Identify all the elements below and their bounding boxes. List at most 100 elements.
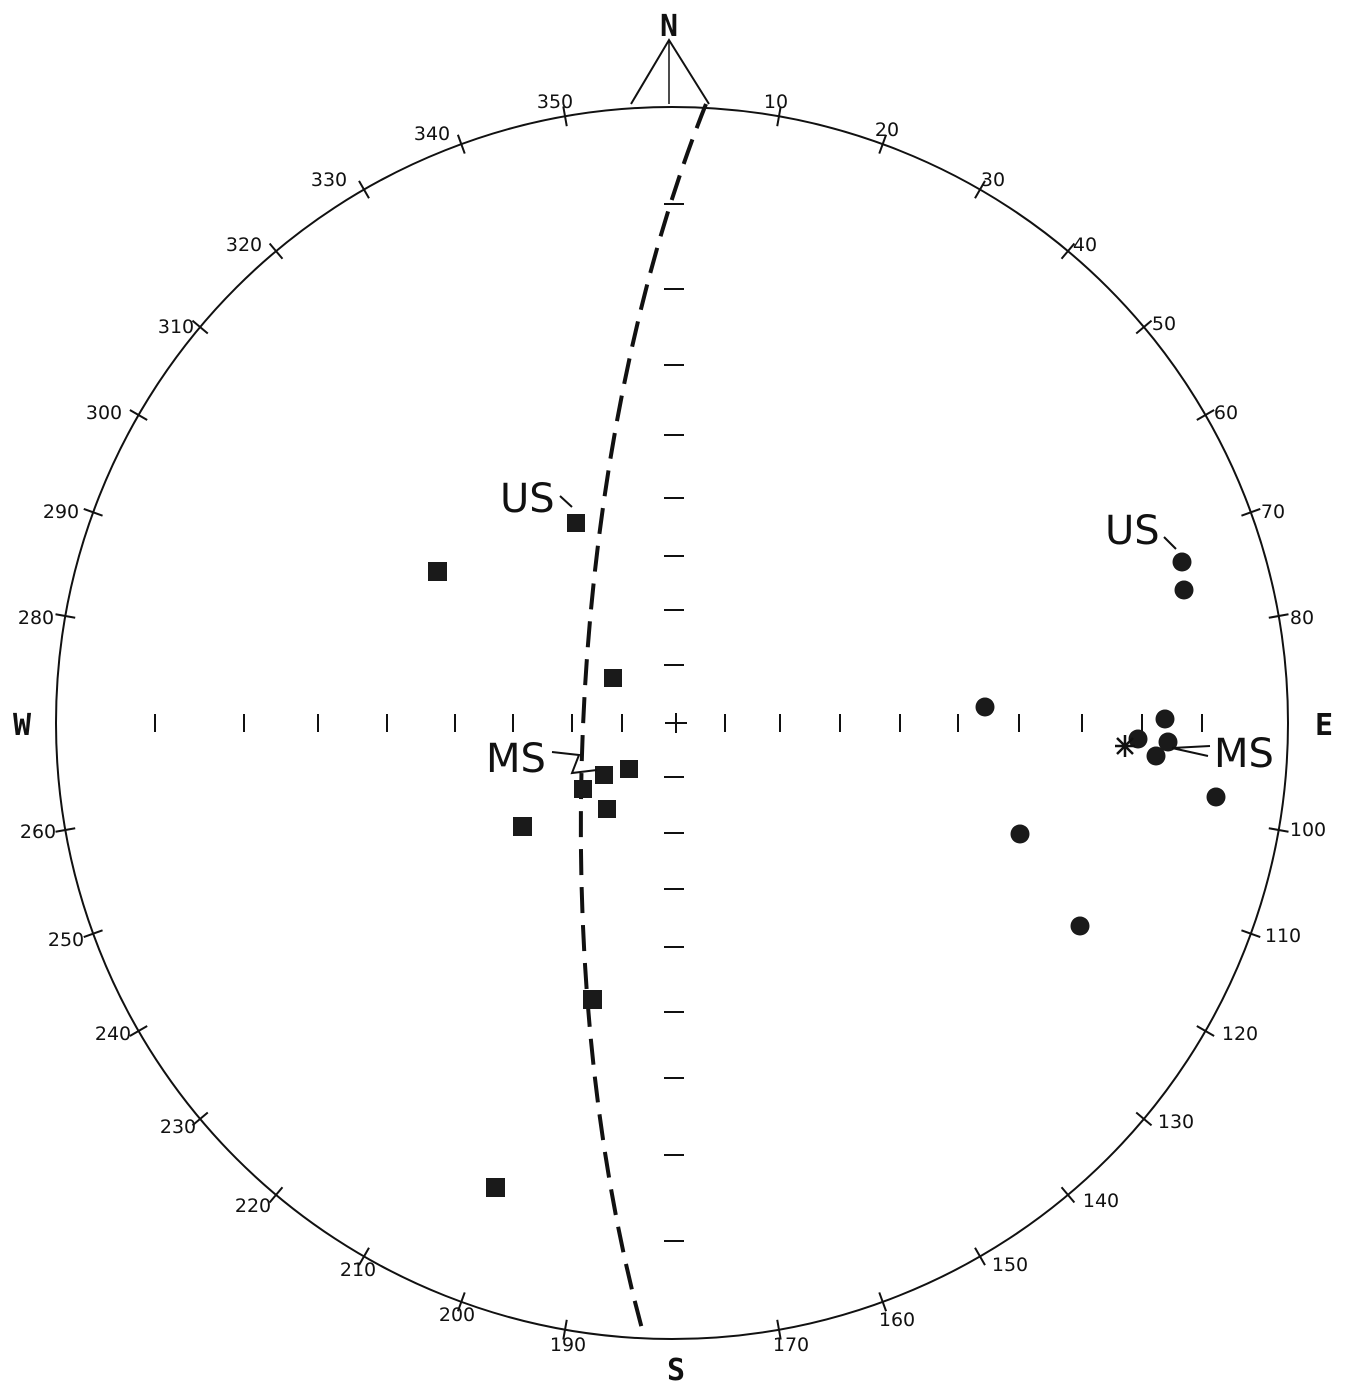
azimuth-label-220: 220 — [235, 1195, 271, 1217]
circle-symbols — [975, 552, 1226, 936]
annotation-us-squares: US — [500, 476, 555, 522]
azimuth-label-310: 310 — [158, 316, 194, 338]
rim-tick — [456, 1292, 466, 1312]
azimuth-label-40: 40 — [1073, 234, 1097, 256]
azimuth-label-340: 340 — [414, 123, 450, 145]
rim-tick — [1268, 613, 1289, 619]
azimuth-labels: 10 20 30 40 50 60 70 80 100 110 120 130 … — [18, 91, 1326, 1356]
azimuth-label-70: 70 — [1261, 501, 1285, 523]
circle-symbol — [1146, 746, 1166, 766]
circle-symbol — [1010, 824, 1030, 844]
square-symbol — [598, 800, 616, 818]
rim-tick — [83, 929, 103, 939]
azimuth-label-110: 110 — [1265, 925, 1301, 947]
circle-symbol — [1128, 729, 1148, 749]
circle-symbol — [1174, 580, 1194, 600]
rim-tick — [191, 1111, 209, 1127]
azimuth-label-330: 330 — [311, 169, 347, 191]
rim-tick — [129, 409, 148, 421]
north-label: N — [660, 9, 678, 44]
azimuth-label-120: 120 — [1222, 1023, 1258, 1045]
east-label: E — [1315, 708, 1333, 743]
square-symbol — [513, 817, 532, 836]
square-symbol — [595, 766, 613, 784]
azimuth-label-260: 260 — [20, 821, 56, 843]
asterisk-marker — [1115, 735, 1135, 757]
rim-tick — [55, 613, 76, 619]
rim-tick — [1060, 242, 1076, 260]
circle-symbol — [1155, 709, 1175, 729]
great-circle-trace — [578, 103, 708, 1337]
square-symbol — [604, 669, 622, 687]
azimuth-label-240: 240 — [95, 1023, 131, 1045]
rim-tick — [1196, 409, 1215, 421]
rim-ticks — [55, 106, 1289, 1340]
azimuth-label-190: 190 — [550, 1334, 586, 1356]
rim-tick — [129, 1025, 148, 1037]
rim-tick — [1060, 1186, 1076, 1204]
north-arrow — [630, 38, 710, 105]
azimuth-label-210: 210 — [340, 1259, 376, 1281]
west-label: W — [13, 708, 32, 743]
rim-tick — [1196, 1025, 1215, 1037]
square-symbol — [428, 562, 447, 581]
annotation-us-circles: US — [1105, 508, 1160, 554]
rim-tick — [358, 1247, 370, 1266]
square-symbol — [574, 780, 592, 798]
leader-ms-circles — [1171, 745, 1211, 757]
rim-tick — [974, 1247, 986, 1266]
primitive-circle — [55, 106, 1289, 1340]
azimuth-label-320: 320 — [226, 234, 262, 256]
azimuth-label-30: 30 — [981, 169, 1005, 191]
azimuth-label-140: 140 — [1083, 1190, 1119, 1212]
circle-symbol — [975, 697, 995, 717]
rim-tick — [776, 106, 782, 127]
azimuth-label-230: 230 — [160, 1116, 196, 1138]
azimuth-label-200: 200 — [439, 1304, 475, 1326]
rim-tick — [55, 827, 76, 833]
rim-tick — [268, 242, 284, 260]
south-label: S — [667, 1353, 685, 1388]
rim-tick — [268, 1186, 284, 1204]
square-symbol — [567, 514, 585, 532]
rim-tick — [878, 134, 888, 154]
rim-tick — [1268, 827, 1289, 833]
leader-us-squares — [559, 495, 573, 508]
azimuth-label-20: 20 — [875, 119, 899, 141]
rim-tick — [1241, 929, 1261, 939]
azimuth-label-150: 150 — [992, 1254, 1028, 1276]
square-symbol — [486, 1178, 505, 1197]
azimuth-label-50: 50 — [1152, 313, 1176, 335]
square-symbols — [428, 514, 638, 1197]
north-south-axis — [664, 203, 684, 1242]
azimuth-label-130: 130 — [1158, 1111, 1194, 1133]
rim-tick — [191, 319, 209, 335]
circle-symbol — [1172, 552, 1192, 572]
rim-tick — [456, 134, 466, 154]
azimuth-label-160: 160 — [879, 1309, 915, 1331]
azimuth-label-100: 100 — [1290, 819, 1326, 841]
rim-tick — [878, 1292, 888, 1312]
azimuth-label-60: 60 — [1214, 402, 1238, 424]
square-symbol — [583, 990, 602, 1009]
rim-tick — [562, 1319, 568, 1340]
azimuth-label-80: 80 — [1290, 607, 1314, 629]
rim-tick — [1135, 319, 1153, 335]
east-west-axis — [154, 714, 1203, 732]
azimuth-label-250: 250 — [48, 929, 84, 951]
annotation-ms-squares: MS — [486, 736, 546, 782]
azimuth-label-300: 300 — [86, 402, 122, 424]
circle-symbol — [1158, 732, 1178, 752]
square-symbol — [620, 760, 638, 778]
azimuth-label-280: 280 — [18, 607, 54, 629]
azimuth-label-170: 170 — [773, 1334, 809, 1356]
rim-tick — [974, 180, 986, 199]
rim-tick — [358, 180, 370, 199]
rim-tick — [1135, 1111, 1153, 1127]
rim-tick — [1241, 507, 1261, 517]
azimuth-label-10: 10 — [764, 91, 788, 113]
rim-tick — [83, 507, 103, 517]
annotation-ms-circles: MS — [1214, 731, 1274, 777]
